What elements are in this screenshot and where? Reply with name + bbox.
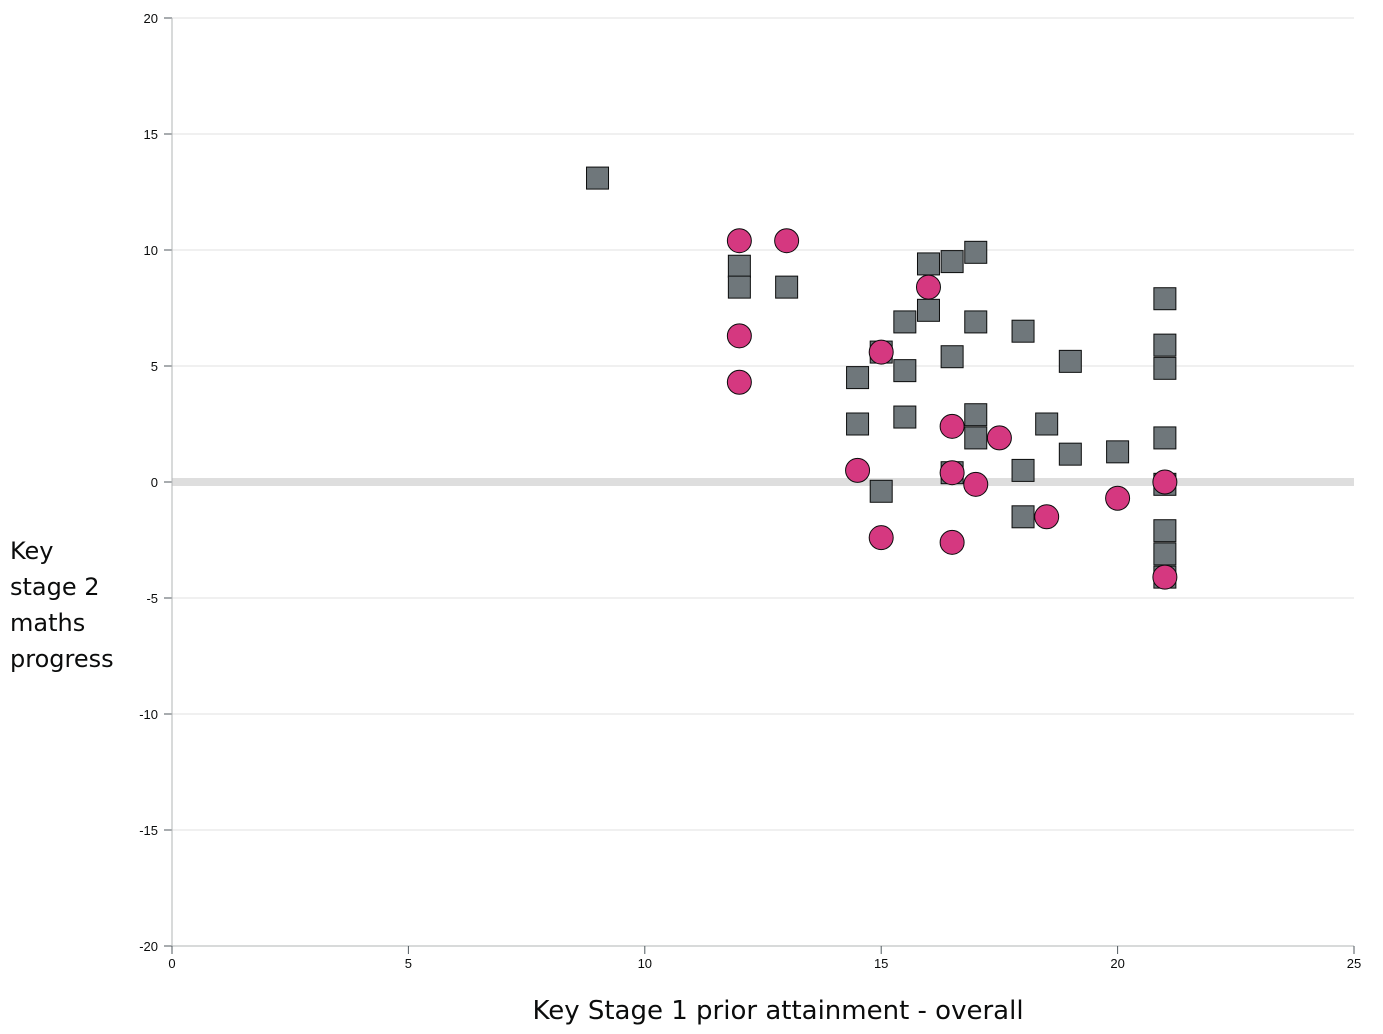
circle-point — [774, 228, 800, 254]
circle-point — [939, 460, 965, 486]
y-axis-title: Key stage 2 maths progress — [10, 537, 114, 673]
square-point — [1153, 519, 1177, 543]
square-point — [964, 310, 988, 334]
circle-point — [845, 457, 871, 483]
square-point — [1035, 412, 1059, 436]
circle-point — [1152, 564, 1178, 590]
square-point — [964, 403, 988, 427]
y-tick-label: -10 — [139, 707, 158, 722]
square-point — [869, 479, 893, 503]
square-point — [940, 345, 964, 369]
square-point — [893, 359, 917, 383]
circle-point — [1105, 485, 1131, 511]
square-point — [1011, 458, 1035, 482]
square-point — [964, 240, 988, 264]
circle-point — [868, 339, 894, 365]
x-tick-label: 10 — [638, 956, 652, 971]
circle-point — [1152, 469, 1178, 495]
y-tick-label: 20 — [144, 11, 158, 26]
square-point — [1153, 542, 1177, 566]
circle-point — [963, 471, 989, 497]
axes: 20 15 10 5 0 -5 -10 -15 -20 0 5 10 15 20 25 — [139, 11, 1361, 971]
square-point — [916, 298, 940, 322]
square-point — [586, 166, 610, 190]
x-tick-label: 25 — [1347, 956, 1361, 971]
x-axis-title: Key Stage 1 prior attainment - overall — [532, 996, 1024, 1026]
square-point — [846, 366, 870, 390]
square-point — [1153, 356, 1177, 380]
circle-point — [726, 228, 752, 254]
square-point — [893, 405, 917, 429]
y-tick-label: 0 — [151, 475, 158, 490]
square-point — [1106, 440, 1130, 464]
square-point — [940, 250, 964, 274]
square-point — [775, 275, 799, 299]
y-tick-label: 10 — [144, 243, 158, 258]
circle-point — [1034, 504, 1060, 530]
square-point — [846, 412, 870, 436]
square-point — [1058, 442, 1082, 466]
circle-point — [868, 525, 894, 551]
square-point — [1058, 349, 1082, 373]
circle-point — [726, 323, 752, 349]
circle-point — [915, 274, 941, 300]
square-point — [727, 254, 751, 278]
square-point — [1153, 333, 1177, 357]
y-tick-label: -5 — [146, 591, 158, 606]
y-tick-label: -15 — [139, 823, 158, 838]
square-point — [1011, 505, 1035, 529]
square-point — [964, 426, 988, 450]
x-tick-label: 15 — [874, 956, 888, 971]
square-point — [1153, 426, 1177, 450]
circle-point — [939, 529, 965, 555]
circle-point — [726, 369, 752, 395]
y-tick-label: 5 — [151, 359, 158, 374]
square-point — [893, 310, 917, 334]
square-point — [916, 252, 940, 276]
square-point — [1011, 319, 1035, 343]
square-point — [1153, 287, 1177, 311]
x-tick-label: 20 — [1110, 956, 1124, 971]
square-point — [727, 275, 751, 299]
x-tick-label: 0 — [168, 956, 175, 971]
gridlines — [172, 17, 1354, 947]
data-points — [586, 166, 1178, 590]
circle-point — [939, 413, 965, 439]
y-tick-label: 15 — [144, 127, 158, 142]
circle-point — [986, 425, 1012, 451]
x-tick-label: 5 — [405, 956, 412, 971]
y-tick-label: -20 — [139, 939, 158, 954]
